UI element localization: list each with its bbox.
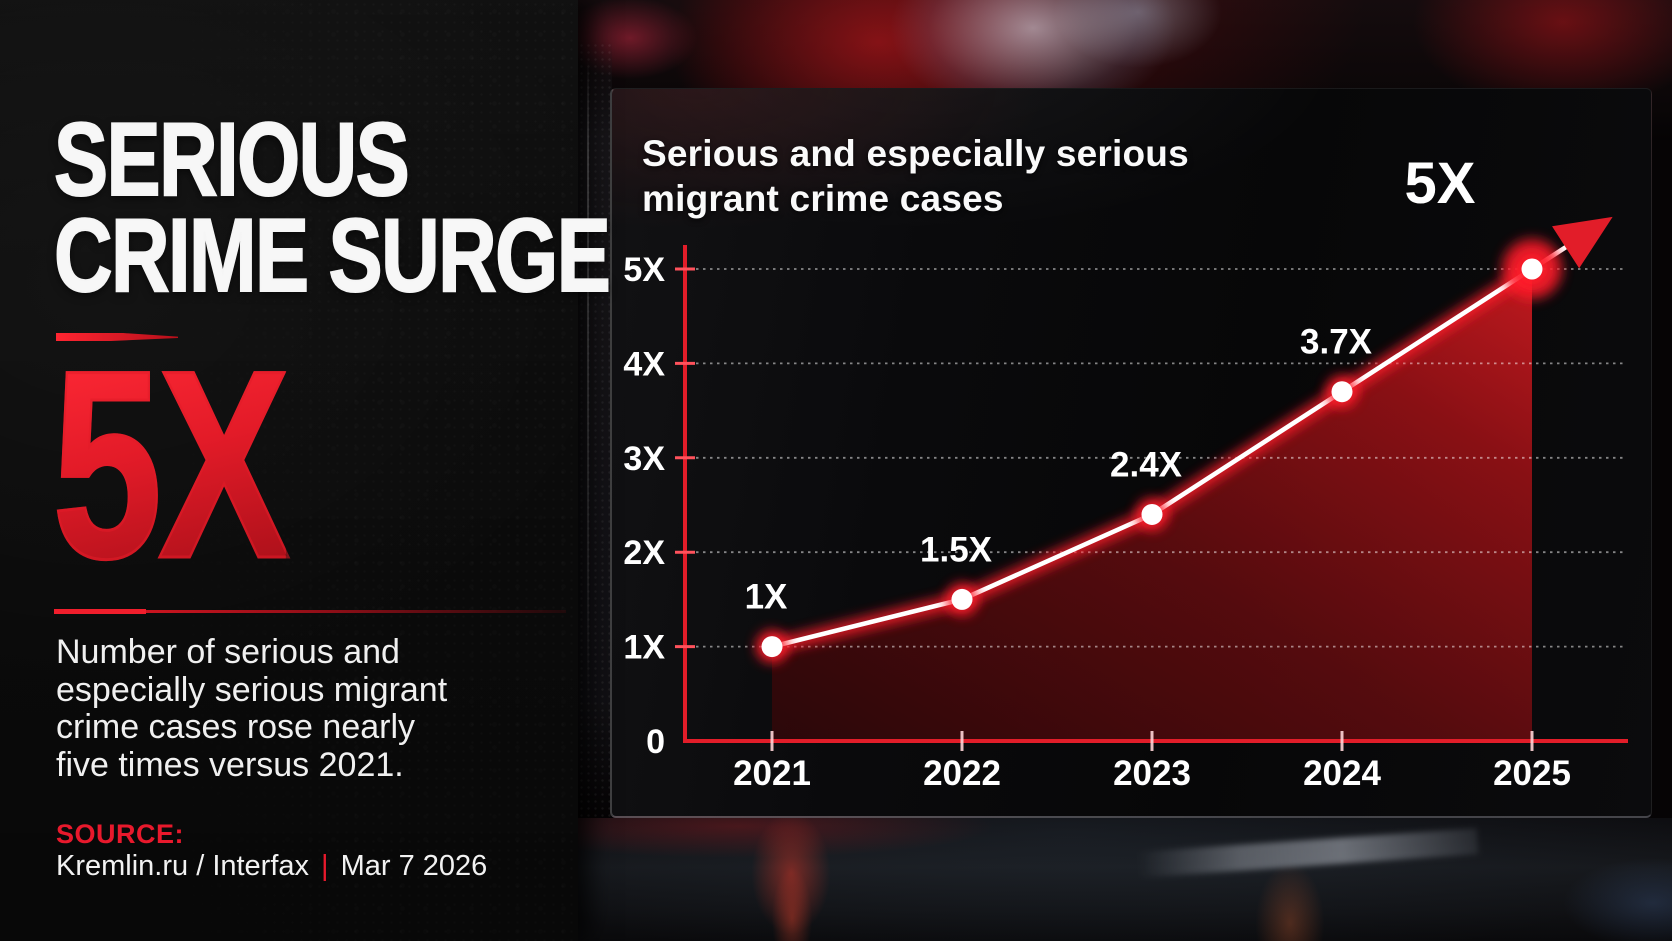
- data-point: [951, 588, 973, 610]
- chart-title-line-1: Serious and especially serious: [642, 133, 1189, 174]
- x-axis-label: 2022: [923, 754, 1001, 793]
- data-label: 3.7X: [1300, 323, 1373, 362]
- data-label: 1X: [745, 578, 788, 617]
- x-axis-label: 2024: [1303, 754, 1381, 793]
- data-point: [761, 636, 783, 658]
- source-names: Kremlin.ru / Interfax: [56, 850, 310, 882]
- studio-backdrop: Serious and especially serious migrant c…: [578, 0, 1672, 941]
- x-axis-label: 2025: [1493, 754, 1571, 793]
- data-point: [1521, 258, 1543, 280]
- description-line: crime cases rose nearly: [56, 708, 416, 747]
- stage-floor: [578, 818, 1672, 941]
- y-axis-label: 0: [646, 723, 665, 761]
- chart-screen: Serious and especially serious migrant c…: [610, 88, 1652, 818]
- source-separator: |: [321, 850, 329, 882]
- title-accent-bar: [56, 333, 178, 341]
- headline-line-2: CRIME SURGE: [53, 198, 611, 314]
- description-line: Number of serious and: [56, 633, 400, 671]
- chart-title-line-2: migrant crime cases: [642, 178, 1004, 219]
- source-date: Mar 7 2026: [340, 850, 488, 882]
- y-axis-label: 3X: [623, 440, 665, 478]
- data-label: 2.4X: [1110, 445, 1183, 484]
- data-label-final: 5X: [1405, 151, 1476, 216]
- source-credits: Kremlin.ru / Interfax | Mar 7 2026: [56, 850, 487, 883]
- data-point: [1141, 503, 1163, 525]
- description: Number of serious and especially serious…: [56, 633, 448, 784]
- source-label: SOURCE:: [56, 819, 185, 849]
- chart-title: Serious and especially serious migrant c…: [642, 131, 1189, 221]
- panel-divider: [54, 609, 566, 614]
- description-line: especially serious migrant: [56, 670, 448, 709]
- big-stat-5x: 5X: [51, 314, 291, 614]
- pillar-highlight: [587, 60, 589, 700]
- area-fill: [772, 269, 1532, 741]
- headline-line-1: SERIOUS: [53, 102, 410, 218]
- y-axis-label: 5X: [623, 251, 665, 289]
- trend-arrowhead: [1552, 216, 1613, 269]
- description-line: five times versus 2021.: [56, 745, 404, 784]
- data-point: [1331, 381, 1353, 403]
- y-axis-label: 4X: [623, 345, 665, 383]
- floor-light-band: [1137, 828, 1479, 878]
- y-axis-label: 1X: [623, 629, 665, 667]
- data-label: 1.5X: [920, 530, 993, 569]
- x-axis-label: 2023: [1113, 754, 1191, 793]
- headline-title: SERIOUS CRIME SURGE: [53, 102, 766, 314]
- x-axis-label: 2021: [733, 754, 811, 793]
- y-axis-label: 2X: [623, 534, 665, 572]
- crime-line-chart: 0 1X 2X 3X 4X 5X 2021 2022 2023 2024 2025 1X 1.5X 2.4…: [623, 151, 1628, 793]
- headline-panel: SERIOUS CRIME SURGE 5X Number of serious…: [0, 0, 612, 941]
- studio-pillar: [578, 42, 612, 818]
